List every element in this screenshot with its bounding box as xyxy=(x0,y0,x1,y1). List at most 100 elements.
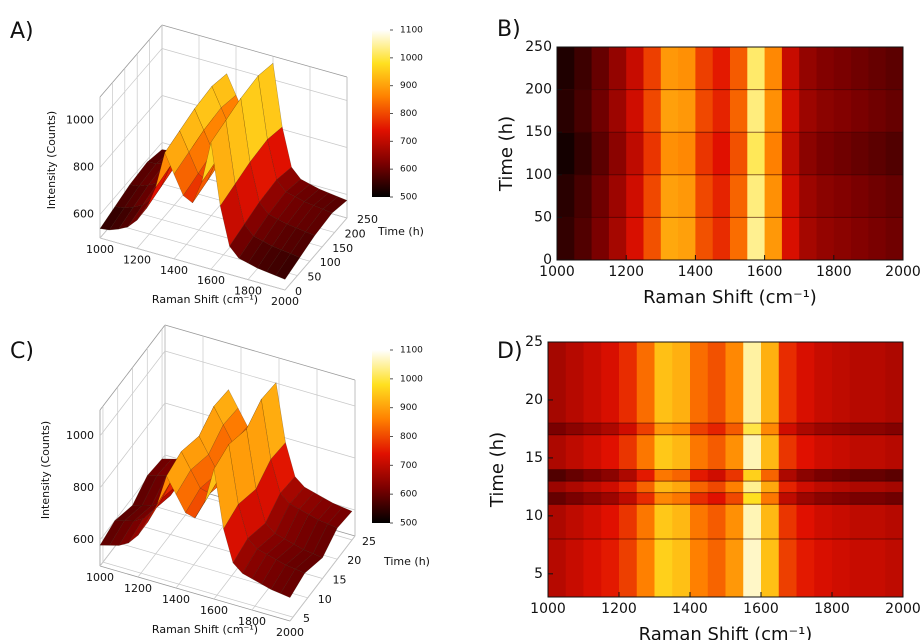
z-tick-label: 1000 xyxy=(66,429,94,442)
heat-cell xyxy=(885,217,904,261)
heat-cell xyxy=(654,469,673,482)
heat-cell xyxy=(761,434,780,470)
heat-cell xyxy=(778,423,797,436)
heat-cell xyxy=(747,132,766,176)
heat-cell xyxy=(707,342,726,424)
heat-cell xyxy=(619,423,638,436)
z-grid-line xyxy=(161,48,348,101)
time-axis-title: Time (h) xyxy=(383,555,430,568)
x-tick-label: 1800 xyxy=(816,264,852,280)
heat-cell xyxy=(832,423,851,436)
heat-cell xyxy=(764,217,783,261)
heat-cell xyxy=(695,132,714,176)
heat-cell xyxy=(781,47,800,90)
heat-cell xyxy=(636,469,655,482)
heat-cell xyxy=(764,47,783,90)
time-tick-label: 250 xyxy=(357,213,378,226)
heat-cell xyxy=(868,89,887,133)
heat-cell xyxy=(851,47,869,90)
heat-cell xyxy=(885,469,904,482)
heat-cell xyxy=(849,342,868,424)
z-tick-label: 600 xyxy=(73,208,94,221)
heat-cell xyxy=(867,492,886,505)
heat-cell xyxy=(849,504,868,540)
x-tick-label: 1200 xyxy=(123,253,151,266)
colorbar-tick-label: 800 xyxy=(400,109,417,119)
heat-cell xyxy=(583,342,602,424)
y-tick-label: 150 xyxy=(525,124,552,140)
colorbar-tick-label: 900 xyxy=(400,403,417,413)
heat-cell xyxy=(565,504,584,540)
heat-cell xyxy=(799,217,817,261)
heat-cell xyxy=(761,342,780,424)
time-tick-label: 10 xyxy=(318,593,332,606)
heat-cell xyxy=(583,539,602,598)
y-tick-label: 25 xyxy=(525,334,543,350)
heat-cell xyxy=(851,217,869,261)
heat-cell xyxy=(796,342,815,424)
heat-cell xyxy=(583,504,602,540)
heat-cell xyxy=(885,342,904,424)
colorbar-tick-label: 800 xyxy=(400,432,417,442)
heat-cell xyxy=(619,342,638,424)
heat-cell xyxy=(851,89,869,133)
heat-cell xyxy=(849,492,868,505)
heat-cell xyxy=(816,174,835,218)
heat-cell xyxy=(557,217,575,261)
heat-cell xyxy=(867,469,886,482)
heat-cell xyxy=(565,481,584,493)
z-tick-label: 1000 xyxy=(66,114,94,127)
heat-cell xyxy=(868,174,887,218)
heat-cell xyxy=(832,342,851,424)
heat-cell xyxy=(761,539,780,598)
z-grid-line xyxy=(164,350,356,407)
heat-cell xyxy=(712,174,731,218)
heat-cell xyxy=(690,434,709,470)
heat-cell xyxy=(619,539,638,598)
heat-cell xyxy=(833,217,852,261)
y-tick-label: 0 xyxy=(543,252,552,268)
z-tick-label: 800 xyxy=(73,481,94,494)
heat-cell xyxy=(626,174,644,218)
heat-cell xyxy=(851,174,869,218)
heat-cell xyxy=(690,481,709,493)
colorbar-tick-label: 700 xyxy=(400,137,417,147)
heat-cell xyxy=(636,492,655,505)
surface-cell xyxy=(294,553,323,574)
heat-cell xyxy=(654,504,673,540)
panel-label: C) xyxy=(10,339,34,364)
time-tick-label: 25 xyxy=(362,535,376,548)
heat-cell xyxy=(636,481,655,493)
heat-cell xyxy=(548,469,567,482)
heat-cell xyxy=(574,132,593,176)
x-tick-label: 1200 xyxy=(124,582,152,595)
heat-cell xyxy=(725,481,744,493)
x-tick-label: 1400 xyxy=(162,593,190,606)
heat-cell xyxy=(608,217,627,261)
x-tick-label: 1600 xyxy=(743,601,779,617)
heat-cell xyxy=(660,217,679,261)
y-tick-label: 5 xyxy=(534,566,543,582)
heat-cell xyxy=(885,174,904,218)
z-grid-line xyxy=(99,142,163,215)
heat-cell xyxy=(867,481,886,493)
x-tick-label: 1000 xyxy=(530,601,566,617)
heat-cell xyxy=(814,539,833,598)
heat-cell xyxy=(730,217,748,261)
time-axis-title: Time (h) xyxy=(377,225,424,238)
heat-cell xyxy=(690,492,709,505)
heat-cell xyxy=(678,47,696,90)
heat-cell xyxy=(565,434,584,470)
heat-cell xyxy=(601,469,620,482)
heat-cell xyxy=(591,89,610,133)
heat-cell xyxy=(725,504,744,540)
x-tick-label: 1600 xyxy=(747,264,783,280)
time-tick-label: 50 xyxy=(307,271,321,284)
x-axis-title: Raman Shift (cm⁻¹) xyxy=(152,293,258,306)
heat-cell xyxy=(672,504,691,540)
heat-cell xyxy=(548,504,567,540)
heat-cell xyxy=(778,342,797,424)
heat-cell xyxy=(799,89,817,133)
z-axis-title: Intensity (Counts) xyxy=(39,421,52,519)
